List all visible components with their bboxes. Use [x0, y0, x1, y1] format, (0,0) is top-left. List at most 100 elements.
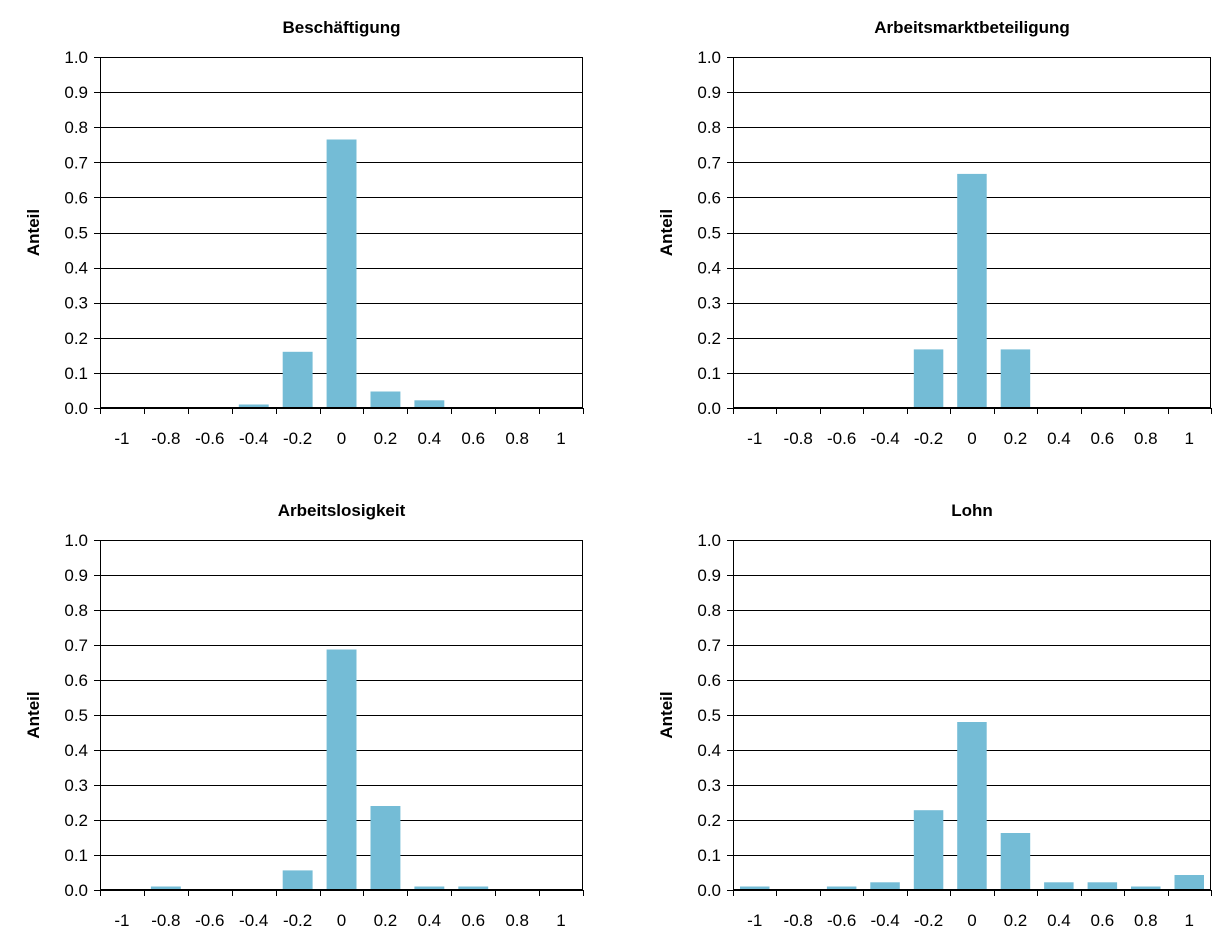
bar: [414, 886, 445, 890]
y-tick-label: 0.8: [64, 118, 88, 137]
y-tick-label: 0.2: [697, 329, 721, 348]
y-tick-label: 0.6: [697, 188, 721, 207]
y-tick-label: 0.7: [64, 153, 88, 172]
bar: [913, 810, 944, 890]
y-tick-label: 0.6: [697, 671, 721, 690]
x-tick-label: -1: [747, 429, 762, 448]
y-tick-label: 1.0: [64, 531, 88, 550]
bar: [957, 722, 987, 890]
bar: [1174, 875, 1204, 890]
x-tick-label: -0.2: [914, 911, 943, 930]
x-tick-label: 0: [967, 911, 976, 930]
x-tick-label: 0.4: [417, 429, 441, 448]
bar: [1087, 882, 1118, 890]
y-axis-label: Anteil: [24, 209, 43, 256]
x-tick-label: -0.8: [151, 429, 180, 448]
x-tick-label: -0.8: [784, 911, 813, 930]
x-tick-label: 0.2: [1004, 911, 1028, 930]
y-tick-label: 0.8: [64, 601, 88, 620]
bar: [326, 139, 357, 408]
chart-panel: 0.00.10.20.30.40.50.60.70.80.91.0-1 -0.8-…: [657, 18, 1212, 448]
chart-title: Arbeitsmarktbeteiligung: [874, 18, 1070, 37]
bar: [913, 349, 944, 408]
y-axis-label: Anteil: [657, 209, 676, 256]
x-tick-label: 0: [337, 911, 346, 930]
x-tick-label: -0.8: [151, 911, 180, 930]
bar: [870, 882, 900, 890]
bar: [1044, 882, 1074, 890]
bar: [957, 173, 987, 408]
plot-frame: [733, 540, 1211, 890]
chart-title: Arbeitslosigkeit: [278, 501, 406, 520]
y-tick-label: 0.9: [697, 566, 721, 585]
bar: [1000, 833, 1031, 890]
x-tick-label: 0.2: [374, 911, 398, 930]
x-tick-label: -1: [114, 911, 129, 930]
y-tick-label: 0.6: [64, 671, 88, 690]
y-tick-label: 0.6: [64, 188, 88, 207]
x-tick-label: -0.2: [914, 429, 943, 448]
bar: [326, 649, 357, 890]
x-tick-label: -0.4: [239, 429, 268, 448]
y-tick-label: 0.8: [697, 601, 721, 620]
bar: [458, 886, 489, 890]
y-tick-label: 0.9: [697, 83, 721, 102]
bar: [1000, 349, 1031, 408]
plot-frame: [733, 57, 1211, 408]
chart-title: Beschäftigung: [282, 18, 400, 37]
x-tick-label: 0.8: [1134, 911, 1158, 930]
x-tick-label: -1: [747, 911, 762, 930]
y-axis-label: Anteil: [24, 691, 43, 738]
y-tick-label: 0.3: [64, 776, 88, 795]
y-tick-label: 0.4: [64, 259, 88, 278]
y-tick-label: 0.9: [64, 566, 88, 585]
x-tick-label: 0.8: [1134, 429, 1158, 448]
bar: [238, 404, 269, 408]
bar: [1131, 886, 1161, 890]
x-tick-label: 0.6: [461, 911, 485, 930]
y-tick-label: 0.1: [64, 846, 88, 865]
y-tick-label: 0.5: [64, 706, 88, 725]
x-tick-label: -0.2: [283, 429, 312, 448]
y-tick-label: 0.7: [697, 153, 721, 172]
chart-panel: 0.00.10.20.30.40.50.60.70.80.91.0-1 -0.8-…: [24, 18, 584, 448]
y-tick-label: 0.4: [697, 259, 721, 278]
y-tick-label: 0.8: [697, 118, 721, 137]
x-tick-label: 0.8: [505, 429, 529, 448]
x-tick-label: -0.4: [239, 911, 268, 930]
y-tick-label: 0.0: [697, 399, 721, 418]
x-tick-label: -1: [114, 429, 129, 448]
x-tick-label: 0.6: [1091, 429, 1115, 448]
plot-frame: [100, 540, 583, 890]
x-tick-label: -0.6: [195, 911, 224, 930]
bar: [282, 351, 313, 408]
bar: [826, 886, 857, 890]
y-tick-label: 0.1: [697, 364, 721, 383]
x-tick-label: -0.6: [195, 429, 224, 448]
x-tick-label: 1: [1185, 429, 1194, 448]
chart-panel: 0.00.10.20.30.40.50.60.70.80.91.0-1 -0.8-…: [657, 501, 1212, 930]
x-tick-label: 0.6: [1091, 911, 1115, 930]
bar: [370, 806, 401, 890]
y-tick-label: 0.3: [64, 294, 88, 313]
y-tick-label: 0.5: [697, 224, 721, 243]
x-tick-label: 0.6: [461, 429, 485, 448]
x-tick-label: 0.4: [1047, 911, 1071, 930]
y-tick-label: 0.9: [64, 83, 88, 102]
plot-frame: [100, 57, 583, 408]
y-tick-label: 0.1: [64, 364, 88, 383]
y-tick-label: 0.7: [697, 636, 721, 655]
y-tick-label: 0.7: [64, 636, 88, 655]
x-tick-label: -0.6: [827, 911, 856, 930]
y-tick-label: 0.0: [64, 399, 88, 418]
y-tick-label: 0.4: [64, 741, 88, 760]
y-tick-label: 0.0: [697, 881, 721, 900]
x-tick-label: 0.4: [417, 911, 441, 930]
x-tick-label: 1: [556, 911, 565, 930]
y-tick-label: 0.2: [64, 329, 88, 348]
x-tick-label: 0.2: [374, 429, 398, 448]
y-tick-label: 0.3: [697, 294, 721, 313]
x-tick-label: -0.8: [784, 429, 813, 448]
y-tick-label: 0.4: [697, 741, 721, 760]
